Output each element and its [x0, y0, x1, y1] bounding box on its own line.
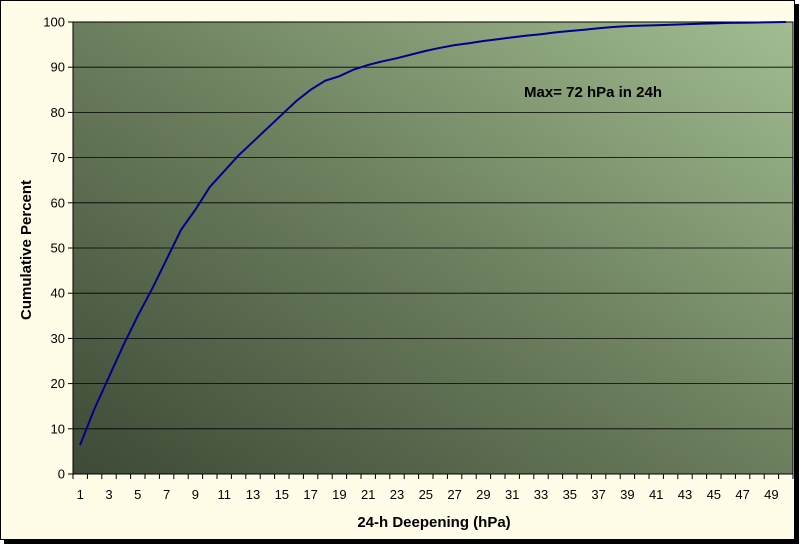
- data-point: [367, 64, 370, 66]
- max-annotation: Max= 72 hPa in 24h: [524, 84, 662, 101]
- data-point: [396, 57, 398, 59]
- data-point: [468, 42, 470, 45]
- data-point: [756, 21, 758, 24]
- data-point: [381, 60, 384, 63]
- y-tick-label: 50: [51, 241, 65, 256]
- y-tick-label: 80: [51, 105, 65, 120]
- data-point: [151, 287, 153, 290]
- data-point: [612, 26, 614, 28]
- data-point: [209, 186, 211, 188]
- y-tick-label: 10: [51, 421, 65, 436]
- data-point: [295, 100, 298, 102]
- x-tick-label: 21: [361, 487, 375, 502]
- x-tick-label: 33: [534, 487, 548, 502]
- data-point: [410, 53, 413, 56]
- data-point: [237, 154, 240, 157]
- data-point: [338, 75, 341, 78]
- x-tick-label: 1: [77, 487, 84, 502]
- data-point: [482, 40, 485, 42]
- data-point: [137, 315, 139, 317]
- gridlines: [73, 21, 793, 475]
- x-tick-label: 49: [764, 487, 778, 502]
- data-point: [511, 36, 513, 39]
- data-point: [540, 33, 542, 36]
- data-point: [641, 24, 643, 27]
- data-point: [223, 170, 225, 172]
- x-tick-label: 47: [735, 487, 749, 502]
- data-point: [93, 407, 96, 410]
- data-point: [165, 258, 168, 261]
- data-point: [569, 30, 571, 32]
- x-tick-label: 25: [419, 487, 433, 502]
- data-point: [309, 89, 312, 91]
- y-tick-label: 90: [51, 60, 65, 75]
- data-point: [785, 21, 787, 23]
- data-point: [194, 208, 197, 211]
- x-tick-label: 17: [303, 487, 317, 502]
- data-point: [497, 38, 499, 40]
- data-point: [79, 443, 81, 446]
- x-tick-label: 27: [447, 487, 461, 502]
- y-tick-label: 0: [58, 467, 65, 482]
- data-point: [453, 44, 456, 46]
- series-line: [79, 21, 786, 445]
- x-tick-label: 9: [192, 487, 199, 502]
- y-tick-label: 20: [51, 376, 65, 391]
- y-tick-label: 70: [51, 150, 65, 165]
- data-point: [669, 23, 672, 26]
- y-tick-label: 100: [43, 15, 65, 30]
- x-tick-label: 7: [163, 487, 170, 502]
- x-axis-ticks: 1 3 5 7 9 11 13 15 17 19 21 23 25 27 29 31 33 35 37 39 41 43 4…: [72, 474, 794, 502]
- data-point: [770, 21, 773, 24]
- x-tick-label: 15: [275, 487, 289, 502]
- y-tick-label: 60: [51, 195, 65, 210]
- y-axis-label: Cumulative Percent: [18, 180, 35, 320]
- y-tick-label: 40: [51, 286, 65, 301]
- data-point: [583, 28, 585, 31]
- data-point: [180, 229, 182, 231]
- x-tick-label: 31: [505, 487, 519, 502]
- data-points: [79, 21, 787, 446]
- x-tick-label: 43: [678, 487, 692, 502]
- data-point: [252, 140, 254, 143]
- data-point: [626, 25, 629, 27]
- x-tick-label: 5: [134, 487, 141, 502]
- y-axis-ticks: 0 10 20 30 40 50 60 70 80 90 100: [43, 15, 73, 482]
- data-point: [554, 31, 557, 34]
- x-tick-label: 37: [591, 487, 605, 502]
- data-point: [324, 79, 326, 82]
- data-point: [439, 46, 442, 49]
- x-tick-label: 11: [217, 487, 231, 502]
- data-point: [713, 22, 715, 25]
- x-tick-label: 35: [563, 487, 577, 502]
- x-tick-label: 13: [246, 487, 260, 502]
- data-point: [353, 68, 355, 71]
- x-tick-label: 23: [390, 487, 404, 502]
- y-tick-label: 30: [51, 331, 65, 346]
- data-point: [425, 50, 427, 52]
- data-point: [266, 127, 269, 130]
- x-tick-label: 29: [476, 487, 490, 502]
- x-tick-label: 19: [332, 487, 346, 502]
- x-tick-label: 45: [707, 487, 721, 502]
- data-point: [698, 23, 701, 25]
- x-axis-label: 24-h Deepening (hPa): [357, 514, 510, 531]
- x-tick-label: 3: [105, 487, 112, 502]
- data-point: [122, 344, 125, 346]
- data-point: [525, 34, 528, 37]
- x-tick-label: 41: [649, 487, 663, 502]
- data-point: [597, 27, 600, 30]
- x-tick-label: 39: [620, 487, 634, 502]
- data-point: [281, 113, 283, 116]
- data-point: [684, 23, 686, 26]
- data-point: [108, 376, 110, 378]
- data-point: [741, 21, 744, 24]
- data-point: [655, 24, 657, 26]
- data-point: [727, 22, 729, 24]
